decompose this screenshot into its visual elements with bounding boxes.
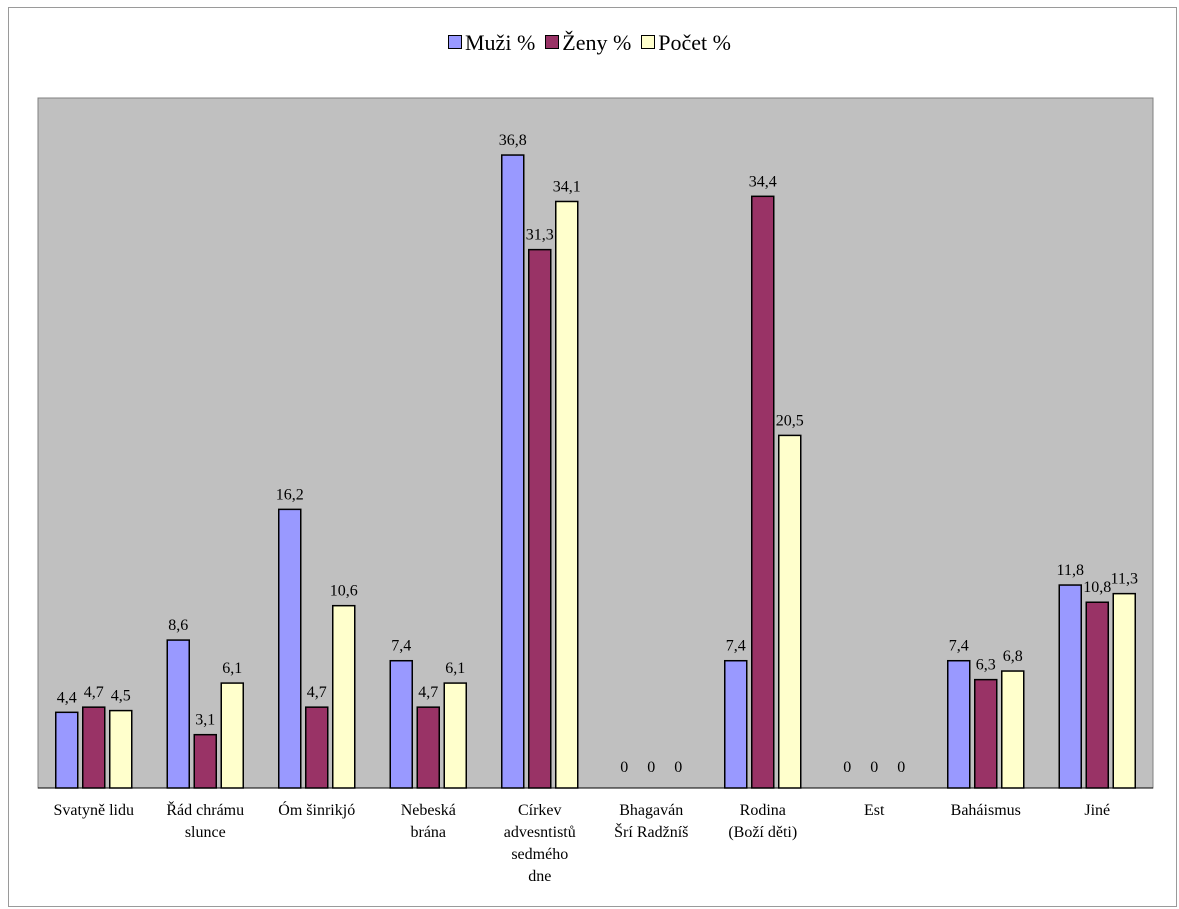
category-label-line: sedmého [511,846,569,863]
category-label-line: Řád chrámu [166,802,245,819]
legend-swatch [641,35,656,49]
category-label-line: Est [864,802,885,819]
data-label: 3,1 [195,712,215,729]
bar [389,659,413,789]
bar [1112,592,1136,789]
bar [528,248,552,789]
data-label: 11,8 [1057,562,1084,579]
legend: Muži % Ženy % Počet % [0,30,1179,56]
legend-item: Ženy % [545,30,631,56]
category-label-line: Církev [517,802,562,819]
bar [109,709,133,789]
bar [332,604,356,789]
category-label-line: advesntistů [503,824,576,841]
data-label: 34,4 [749,173,777,190]
data-label: 0 [674,759,682,776]
category-label-line: slunce [184,824,226,841]
category-label-line: dne [528,868,552,885]
category-label-line: (Boží děti) [728,824,798,841]
bar [55,711,79,789]
data-label: 10,6 [330,583,358,600]
category-label-line: Šrí Radžníš [614,824,689,841]
bar [305,706,329,789]
data-label: 34,1 [553,178,581,195]
data-label: 0 [620,759,628,776]
data-label: 7,4 [391,638,411,655]
bar [1085,601,1109,789]
bar [1001,670,1025,789]
legend-swatch [545,35,560,49]
data-label: 36,8 [499,132,527,149]
bar [974,678,998,789]
category-label: Řád chrámu slunce [149,800,261,844]
legend-item: Počet % [641,30,731,56]
chart-frame [8,7,1177,907]
data-label: 7,4 [949,638,969,655]
category-label: Svatyně lidu [38,800,150,822]
legend-swatch [448,35,462,49]
bar [443,682,467,789]
data-label: 6,1 [445,660,465,677]
bar [416,706,440,789]
category-label: Nebeská brána [372,800,484,844]
data-label: 11,3 [1111,571,1138,588]
category-label-line: Rodina [739,802,786,819]
category-label-line: Nebeská [400,802,456,819]
category-label: Est [818,800,930,822]
data-label: 4,4 [57,689,77,706]
bar [82,706,106,789]
bar [278,508,302,789]
data-label: 16,2 [276,486,304,503]
bars-group [55,154,1136,789]
legend-label: Muži % [465,30,536,55]
category-label-line: Jiné [1084,802,1111,819]
legend-label: Počet % [658,30,731,55]
data-label: 6,1 [222,660,242,677]
category-label: Bhagaván Šrí Radžníš [595,800,707,844]
category-label: Óm šinrikjó [261,800,373,822]
data-label: 20,5 [776,412,804,429]
data-label: 0 [843,759,851,776]
bar [166,639,190,789]
category-label-line: Baháismus [950,802,1021,819]
bar [724,659,748,789]
bar [193,733,217,789]
category-label: Jiné [1041,800,1153,822]
bar [751,195,775,789]
bar [501,154,525,789]
bar [555,200,579,789]
data-label: 4,7 [307,684,327,701]
bar [220,682,244,789]
data-label: 0 [897,759,905,776]
category-label-line: Óm šinrikjó [278,802,356,819]
legend-label: Ženy % [562,30,632,55]
data-label: 4,7 [418,684,438,701]
bar [947,659,971,789]
data-label: 0 [870,759,878,776]
data-label: 4,7 [84,684,104,701]
value-labels-group: 4,4 4,7 4,5 8,6 3,1 6,1 16,2 4,7 10,6 7,4 4,7 6,1 36… [57,132,1138,776]
category-label-line: Bhagaván [619,802,684,819]
data-label: 10,8 [1083,579,1111,596]
data-label: 4,5 [111,688,131,705]
data-label: 31,3 [526,227,554,244]
category-label: Baháismus [930,800,1042,822]
bar [1058,584,1082,789]
category-label-line: Svatyně lidu [53,802,134,819]
data-label: 8,6 [168,617,188,634]
data-label: 0 [647,759,655,776]
data-label: 7,4 [726,638,746,655]
data-label: 6,8 [1003,648,1023,665]
category-label-line: brána [410,824,447,841]
data-label: 6,3 [976,657,996,674]
category-label: Rodina (Boží děti) [707,800,819,844]
bar [778,434,802,789]
category-label: Církev advesntistů sedmého dne [484,800,596,888]
legend-item: Muži % [448,30,535,56]
